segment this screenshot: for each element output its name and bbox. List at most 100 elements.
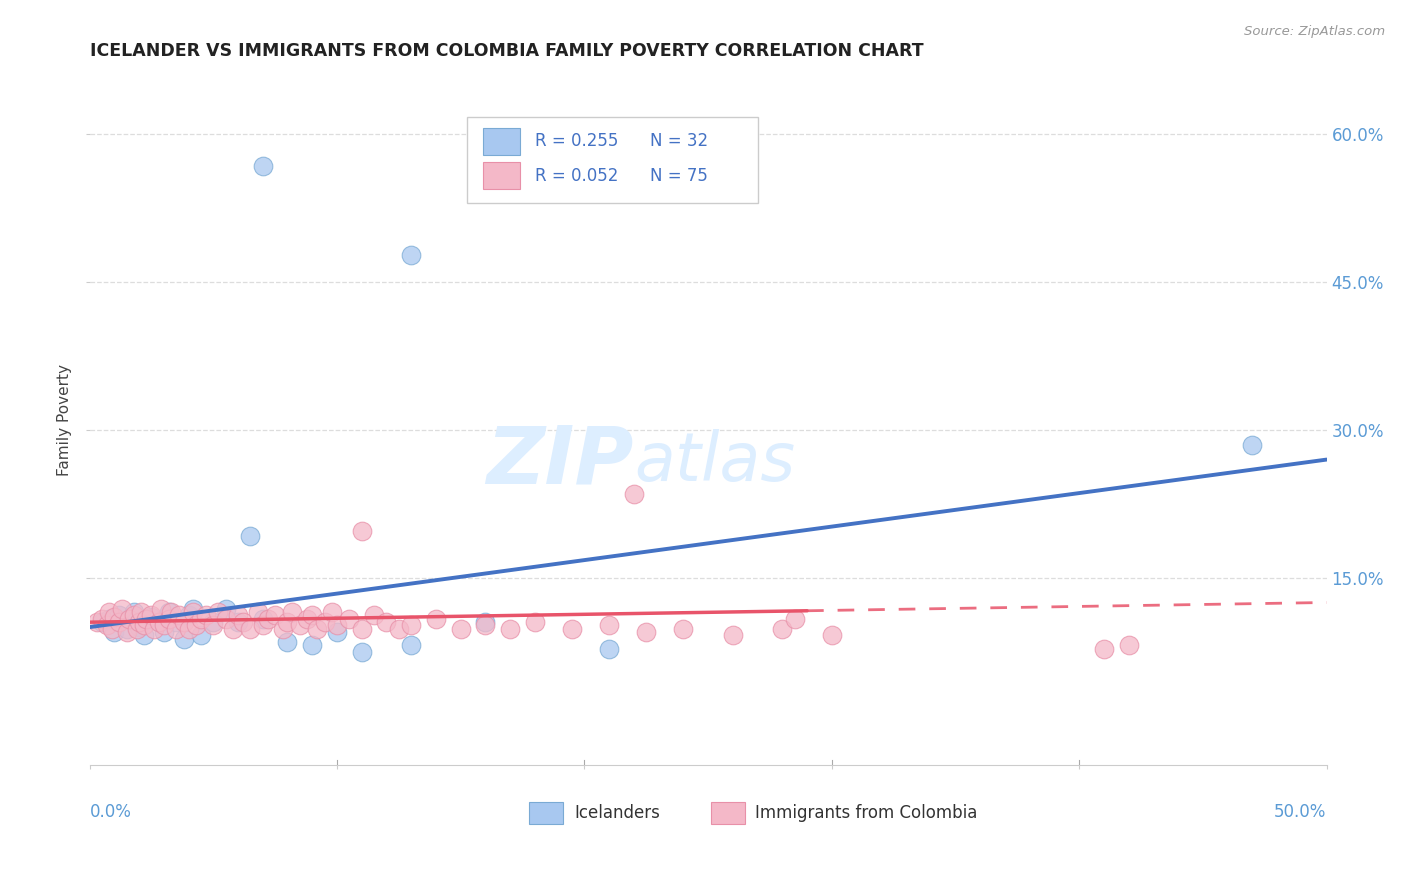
Text: atlas: atlas	[634, 428, 794, 494]
Point	[202, 618, 225, 632]
Point	[177, 608, 200, 623]
Point	[239, 529, 262, 543]
Text: R = 0.052: R = 0.052	[534, 167, 619, 185]
Bar	[482, 162, 520, 189]
Point	[350, 645, 373, 659]
Point	[246, 605, 269, 619]
Point	[165, 615, 187, 630]
Point	[499, 622, 522, 636]
Point	[222, 622, 245, 636]
Point	[252, 159, 274, 173]
Point	[122, 608, 145, 623]
Point	[425, 612, 447, 626]
Point	[297, 612, 319, 626]
Point	[108, 615, 131, 630]
Point	[132, 628, 155, 642]
Point	[152, 618, 174, 632]
Point	[1241, 438, 1264, 452]
Point	[636, 625, 658, 640]
Text: N = 75: N = 75	[650, 167, 707, 185]
Text: ZIP: ZIP	[486, 423, 634, 500]
Text: Icelanders: Icelanders	[575, 804, 661, 822]
Text: Immigrants from Colombia: Immigrants from Colombia	[755, 804, 977, 822]
Y-axis label: Family Poverty: Family Poverty	[58, 364, 72, 476]
Point	[474, 615, 496, 630]
Point	[276, 635, 298, 649]
Point	[103, 625, 125, 640]
Point	[183, 605, 205, 619]
Bar	[529, 802, 564, 823]
Point	[314, 615, 336, 630]
Point	[160, 605, 183, 619]
Point	[86, 615, 108, 630]
Point	[561, 622, 583, 636]
Point	[150, 602, 173, 616]
Point	[183, 602, 205, 616]
Point	[101, 622, 124, 636]
Point	[256, 612, 278, 626]
Point	[523, 615, 546, 630]
Point	[375, 615, 398, 630]
Point	[177, 622, 200, 636]
Point	[288, 618, 311, 632]
Point	[128, 615, 150, 630]
Text: 0.0%: 0.0%	[90, 803, 131, 821]
Point	[90, 615, 112, 630]
Point	[598, 618, 620, 632]
Point	[672, 622, 695, 636]
Point	[271, 622, 294, 636]
Point	[326, 625, 349, 640]
Point	[326, 618, 349, 632]
Point	[190, 628, 212, 642]
Point	[252, 618, 274, 632]
Point	[252, 612, 274, 626]
Point	[321, 605, 343, 619]
Text: R = 0.255: R = 0.255	[534, 132, 619, 150]
Point	[207, 605, 229, 619]
Point	[202, 615, 225, 630]
Point	[118, 612, 141, 626]
Point	[90, 612, 112, 626]
Point	[190, 612, 212, 626]
Point	[141, 610, 163, 624]
Point	[450, 622, 472, 636]
Point	[337, 612, 360, 626]
Point	[111, 602, 134, 616]
Point	[148, 615, 170, 630]
Point	[173, 615, 195, 630]
Point	[173, 632, 195, 646]
Point	[135, 612, 157, 626]
Text: 50.0%: 50.0%	[1274, 803, 1327, 821]
Point	[388, 622, 411, 636]
Point	[783, 612, 806, 626]
Point	[301, 608, 323, 623]
Bar	[710, 802, 745, 823]
Point	[276, 615, 298, 630]
Point	[281, 605, 304, 619]
Point	[148, 615, 170, 630]
Point	[142, 622, 165, 636]
Point	[157, 605, 180, 619]
Point	[350, 524, 373, 538]
Point	[239, 622, 262, 636]
Point	[1118, 638, 1140, 652]
Point	[214, 602, 236, 616]
Point	[152, 625, 174, 640]
Point	[131, 605, 153, 619]
Point	[98, 612, 121, 626]
Point	[350, 622, 373, 636]
Bar	[482, 128, 520, 154]
Point	[184, 618, 207, 632]
Text: N = 32: N = 32	[650, 132, 709, 150]
Point	[307, 622, 329, 636]
Point	[598, 641, 620, 656]
Point	[115, 622, 138, 636]
Point	[226, 608, 249, 623]
Text: Source: ZipAtlas.com: Source: ZipAtlas.com	[1244, 25, 1385, 38]
Bar	[467, 117, 758, 202]
Point	[214, 612, 236, 626]
Point	[721, 628, 744, 642]
Point	[226, 615, 249, 630]
Point	[122, 605, 145, 619]
Point	[128, 620, 150, 634]
